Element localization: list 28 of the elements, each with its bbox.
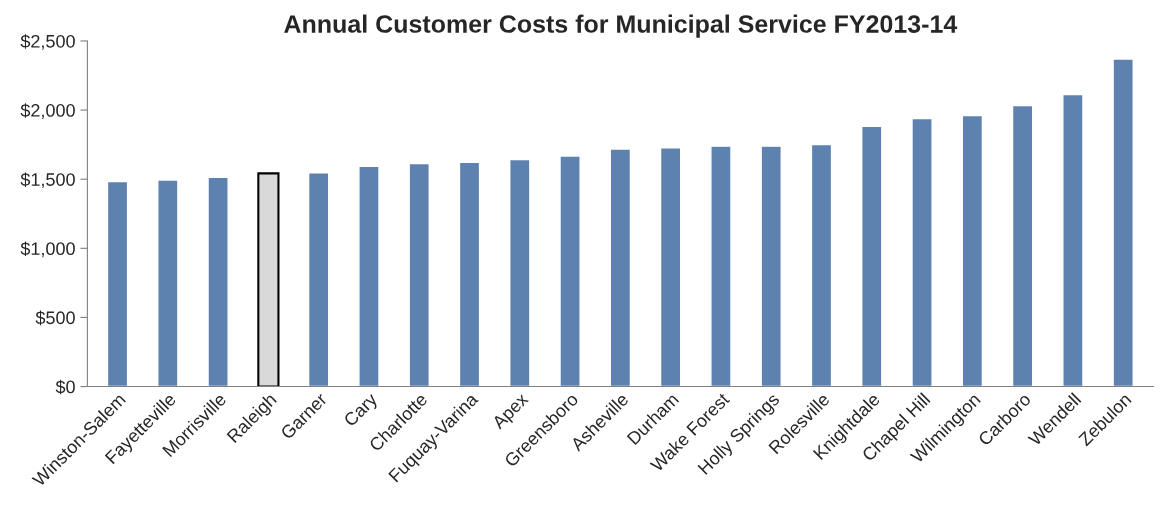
bar xyxy=(157,179,179,387)
bar xyxy=(106,180,129,387)
bar xyxy=(257,172,280,387)
chart-title: Annual Customer Costs for Municipal Service FY2013-14 xyxy=(284,14,958,38)
y-tick-label: $2,500 xyxy=(20,34,75,50)
bar xyxy=(559,155,581,387)
y-tick-label: $1,000 xyxy=(20,241,75,258)
bar xyxy=(358,165,380,387)
bar xyxy=(710,145,732,387)
bar xyxy=(961,114,984,387)
bar xyxy=(1112,58,1134,387)
bar xyxy=(1062,93,1084,387)
y-tick-label: $500 xyxy=(35,310,75,326)
bar xyxy=(408,162,430,387)
bar xyxy=(458,161,481,387)
bar xyxy=(1011,104,1034,387)
y-tick-label: $1,500 xyxy=(20,172,75,189)
bar xyxy=(307,172,330,387)
bar xyxy=(810,143,833,387)
bar xyxy=(861,125,883,387)
bar xyxy=(911,117,933,387)
bar xyxy=(609,148,632,387)
bar xyxy=(207,176,229,387)
y-tick-label: $2,000 xyxy=(20,103,75,119)
bar xyxy=(659,146,682,387)
y-tick-label: $0 xyxy=(55,379,75,395)
bar xyxy=(509,158,531,387)
bar xyxy=(760,145,782,387)
